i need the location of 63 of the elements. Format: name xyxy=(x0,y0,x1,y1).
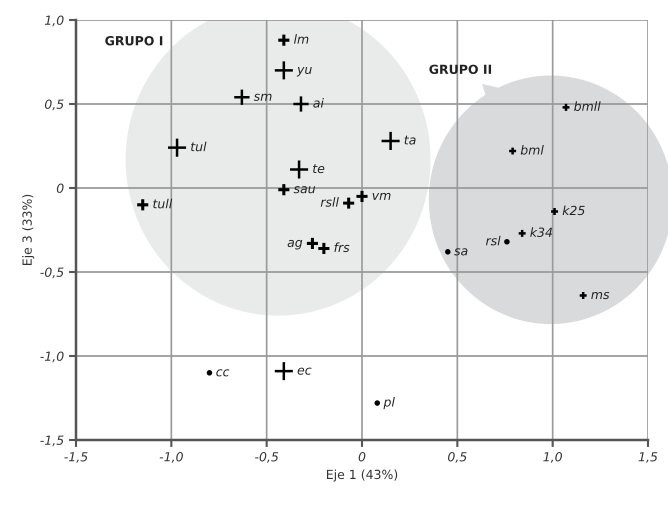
annotation: ta xyxy=(404,136,416,145)
annotation: sau xyxy=(294,186,316,194)
point xyxy=(342,196,356,210)
point xyxy=(504,238,510,245)
annotation: te xyxy=(313,164,324,174)
point xyxy=(292,95,310,113)
point xyxy=(276,182,291,197)
annotation: frs xyxy=(334,242,350,252)
y-axis-title: Eje 3 (33%) xyxy=(22,194,34,266)
point xyxy=(561,102,571,112)
annotation: sm xyxy=(254,94,272,101)
y-tick-label: 1,0 xyxy=(44,15,64,26)
y-tick-label: 0 xyxy=(56,183,64,193)
annotation: k34 xyxy=(530,227,552,237)
annotation: vm xyxy=(372,192,390,200)
annotation: rsl xyxy=(486,236,501,246)
point xyxy=(578,290,588,300)
x-tick-label: -1,5 xyxy=(64,452,88,463)
x-tick-label: 1,0 xyxy=(543,452,562,463)
y-tick-label: -0,5 xyxy=(40,267,64,278)
point xyxy=(517,228,527,238)
point xyxy=(550,206,560,216)
annotation: k25 xyxy=(562,205,585,216)
y-tick-label: -1,0 xyxy=(40,351,64,362)
annotation: bml xyxy=(520,144,544,155)
x-tick-label: 0 xyxy=(358,452,366,462)
annotation: tul xyxy=(191,142,206,152)
point xyxy=(232,88,251,106)
point xyxy=(276,33,291,48)
x-tick-label: -0,5 xyxy=(255,452,278,463)
x-tick-label: 0,5 xyxy=(448,452,467,463)
point xyxy=(354,189,370,204)
annotation: GRUPO II xyxy=(429,64,492,74)
point xyxy=(206,370,212,376)
annotation: lm xyxy=(294,34,308,44)
point xyxy=(274,360,294,382)
annotation: yu xyxy=(296,67,312,76)
annotation: ms xyxy=(591,292,610,300)
x-tick-label: -1,0 xyxy=(160,452,183,463)
annotation: tull xyxy=(153,198,172,208)
point xyxy=(374,400,380,406)
annotation: pl xyxy=(383,396,395,410)
point xyxy=(274,60,294,81)
point xyxy=(316,241,331,256)
annotation: GRUPO I xyxy=(105,36,162,46)
annotation: cc xyxy=(216,369,230,376)
point xyxy=(305,236,320,251)
annotation: ag xyxy=(288,240,302,250)
point xyxy=(380,130,401,152)
y-tick-label: 0,5 xyxy=(44,99,64,110)
x-tick-label: 1,5 xyxy=(638,452,658,463)
annotation: sa xyxy=(454,248,468,256)
point xyxy=(445,249,451,255)
point xyxy=(136,198,150,212)
x-axis-title: Eje 1 (43%) xyxy=(326,469,398,482)
annotation: bmll xyxy=(574,101,601,111)
point xyxy=(288,159,310,180)
annotation: ai xyxy=(313,98,324,108)
point xyxy=(508,146,518,156)
point xyxy=(166,137,188,158)
y-tick-label: -1,5 xyxy=(40,436,64,446)
annotation: rsll xyxy=(320,197,339,207)
annotation: ec xyxy=(298,368,312,375)
